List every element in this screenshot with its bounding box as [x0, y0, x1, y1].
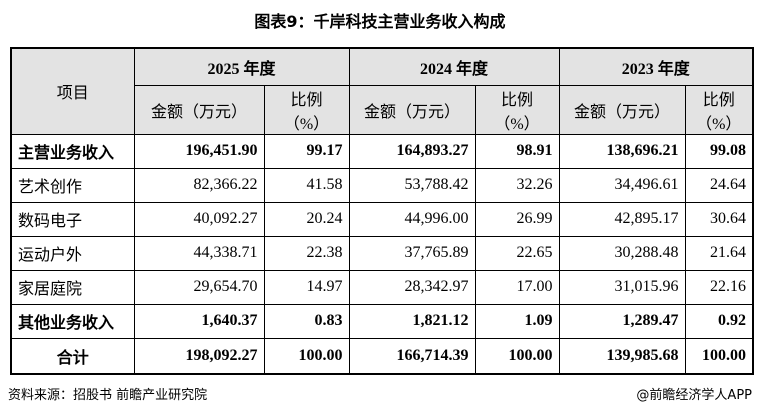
source-note: 资料来源：招股书 前瞻产业研究院: [8, 388, 208, 403]
data-row: 运动户外 44,338.71 22.38 37,765.89 22.65 30,288.4…: [10, 235, 754, 271]
title: 图表9：千岸科技主营业务收入构成: [254, 12, 506, 31]
table-body: 项目 2025 年度 2024 年度 2023 年度 金额（万元） 比例 （%） 金额（万元…: [10, 47, 754, 375]
header-row: 项目 2025 年度 2024 年度 2023 年度: [10, 47, 754, 135]
data-row: 数码电子 40,092.27 20.24 44,996.00 26.99 42,895.1…: [10, 201, 754, 237]
cell: 1,640.37: [133, 303, 265, 339]
ratio-header: 比例 （%）: [684, 84, 754, 135]
cell: 29,654.70: [133, 269, 265, 305]
cell: 30.64: [684, 201, 754, 237]
data-row: 主营业务收入 196,451.90 99.17 164,893.27 98.91 138,…: [10, 133, 754, 169]
data-row: 艺术创作 82,366.22 41.58 53,788.42 32.26 34,496.6…: [10, 167, 754, 203]
cell: 30,288.48: [558, 235, 686, 271]
data-row: 家居庭院 29,654.70 14.97 28,342.97 17.00 31,015.9…: [10, 269, 754, 305]
cell: 37,765.89: [348, 235, 476, 271]
cell: 28,342.97: [348, 269, 476, 305]
cell: 98.91: [474, 133, 560, 169]
cell: 32.26: [474, 167, 560, 203]
cell: 24.64: [684, 167, 754, 203]
item-header: 项目: [10, 47, 135, 135]
cell: 20.24: [263, 201, 350, 237]
cell: 1,289.47: [558, 303, 686, 339]
cell: 196,451.90: [133, 133, 265, 169]
cell: 82,366.22: [133, 167, 265, 203]
year-header: 2023 年度: [558, 47, 754, 86]
brand: @前瞻经济学人APP: [636, 388, 752, 403]
cell: 138,696.21: [558, 133, 686, 169]
cell: 14.97: [263, 269, 350, 305]
ratio-header: 比例 （%）: [263, 84, 350, 135]
row-label: 数码电子: [10, 201, 135, 237]
cell: 40,092.27: [133, 201, 265, 237]
year-header: 2025 年度: [133, 47, 350, 86]
cell: 100.00: [474, 337, 560, 375]
row-label: 主营业务收入: [10, 133, 135, 169]
cell: 22.16: [684, 269, 754, 305]
amount-header: 金额（万元）: [558, 84, 686, 135]
cell: 42,895.17: [558, 201, 686, 237]
cell: 99.08: [684, 133, 754, 169]
cell: 166,714.39: [348, 337, 476, 375]
cell: 0.92: [684, 303, 754, 339]
cell: 0.83: [263, 303, 350, 339]
amount-header: 金额（万元）: [348, 84, 476, 135]
cell: 44,338.71: [133, 235, 265, 271]
data-row: 合计 198,092.27 100.00 166,714.39 100.00 139,98…: [10, 337, 754, 375]
cell: 99.17: [263, 133, 350, 169]
subheader-row: 金额（万元） 比例 （%） 金额（万元） 比例 （%） 金额（万元） 比例 （%）: [11, 84, 754, 135]
row-label: 艺术创作: [10, 167, 135, 203]
cell: 17.00: [474, 269, 560, 305]
cell: 34,496.61: [558, 167, 686, 203]
cell: 41.58: [263, 167, 350, 203]
cell: 31,015.96: [558, 269, 686, 305]
row-label: 合计: [10, 337, 135, 375]
cell: 1,821.12: [348, 303, 476, 339]
amount-header: 金额（万元）: [133, 84, 265, 135]
cell: 26.99: [474, 201, 560, 237]
cell: 1.09: [474, 303, 560, 339]
cell: 21.64: [684, 235, 754, 271]
cell: 198,092.27: [133, 337, 265, 375]
cell: 139,985.68: [558, 337, 686, 375]
row-label: 运动户外: [10, 235, 135, 271]
cell: 22.38: [263, 235, 350, 271]
cell: 164,893.27: [348, 133, 476, 169]
cell: 100.00: [684, 337, 754, 375]
revenue-table: 项目 2025 年度 2024 年度 2023 年度 金额（万元） 比例 （%） 金额（万元…: [10, 47, 754, 375]
cell: 22.65: [474, 235, 560, 271]
year-header: 2024 年度: [348, 47, 560, 86]
row-label: 其他业务收入: [10, 303, 135, 339]
ratio-header: 比例 （%）: [474, 84, 560, 135]
cell: 100.00: [263, 337, 350, 375]
data-row: 其他业务收入 1,640.37 0.83 1,821.12 1.09 1,289.47 0.…: [10, 303, 754, 339]
row-label: 家居庭院: [10, 269, 135, 305]
cell: 44,996.00: [348, 201, 476, 237]
cell: 53,788.42: [348, 167, 476, 203]
